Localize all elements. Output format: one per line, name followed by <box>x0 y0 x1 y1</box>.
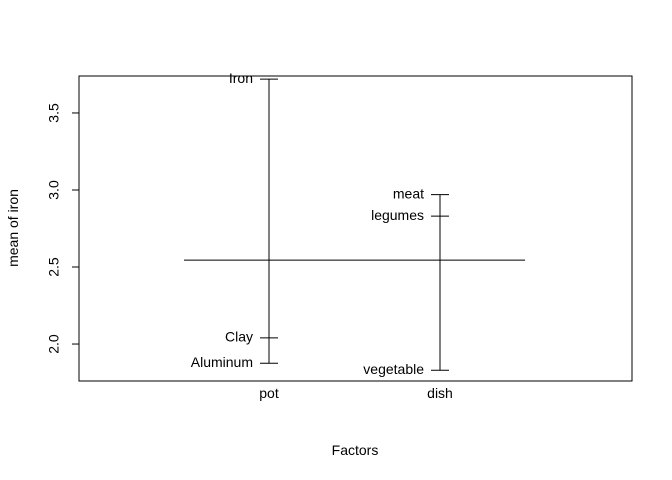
x-factor-label: pot <box>259 385 279 401</box>
level-label: legumes <box>371 207 424 223</box>
y-tick-label: 3.5 <box>46 103 62 123</box>
factor-marks: Iron Clay Aluminum meat legumes vegetable <box>184 70 525 377</box>
level-label: meat <box>393 185 424 201</box>
y-tick-label: 2.0 <box>46 334 62 354</box>
level-label: Aluminum <box>191 354 253 370</box>
y-axis-label: mean of iron <box>5 189 21 267</box>
level-label: Iron <box>229 70 253 86</box>
plot-box <box>78 75 633 382</box>
level-label: Clay <box>225 329 253 345</box>
x-axis: pot dish <box>259 385 453 401</box>
y-axis: 2.0 2.5 3.0 3.5 <box>46 103 80 354</box>
y-tick-label: 2.5 <box>46 257 62 277</box>
y-tick-label: 3.0 <box>46 180 62 200</box>
x-factor-label: dish <box>427 385 453 401</box>
x-axis-label: Factors <box>332 442 379 458</box>
level-label: vegetable <box>363 361 424 377</box>
